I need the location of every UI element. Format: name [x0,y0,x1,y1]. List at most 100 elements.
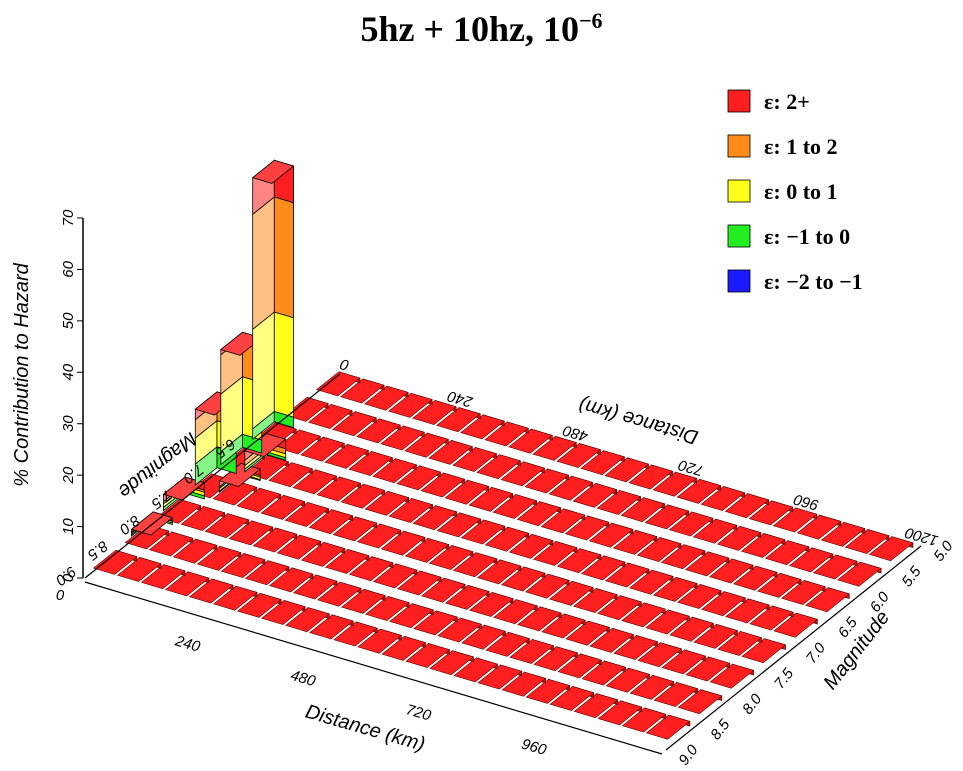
floor-cell [532,435,578,461]
floor-cell [629,569,674,595]
chart-title: 5hz + 10hz, 10−6 [0,8,963,50]
floor-cell [412,399,457,425]
floor-cell [380,425,425,451]
legend-swatch [727,224,751,248]
floor-cell [645,609,690,635]
floor-cell [796,514,842,540]
floor-cell [396,570,442,596]
distance-tick-label: 240 [172,632,202,656]
floor-cell [564,515,610,541]
back-distance-axis-title: Distance (km) [576,393,701,448]
floor-cell [820,521,866,547]
floor-cell [364,385,409,411]
bar-cap [218,462,262,487]
floor-cell [428,439,474,465]
floor-cell [717,630,763,656]
floor-cell [317,581,362,607]
right-axis-line [665,545,922,751]
floor-cell [525,573,570,599]
floor-cell [580,555,626,581]
floor-cell [549,580,594,606]
floor-cell [364,490,410,516]
floor-cell [389,603,434,629]
legend-label: ε: 1 to 2 [764,134,838,159]
magnitude-tick-label: 7.5 [771,665,798,692]
floor-cell [589,627,635,653]
floor-cell [612,529,658,555]
back-distance-tick-label: 720 [676,456,705,479]
floor-cell [844,528,890,554]
floor-cell [573,587,618,613]
floor-cell [308,403,353,429]
floor-cell [237,592,282,618]
floor-cell [357,628,403,654]
floor-cell [404,432,450,458]
floor-cell [581,660,627,686]
floor-cell [445,584,490,610]
floor-cell [421,577,466,603]
floor-cell [541,613,586,639]
floor-cell [292,574,338,600]
back-magnitude-tick-label: 9.0 [52,562,79,589]
floor-cell [524,468,570,494]
legend-item: ε: −2 to −1 [727,269,863,294]
floor-cell [517,606,562,632]
y-tick-label: 10 [60,518,77,535]
distance-tick-label: 720 [404,701,433,724]
floor-cell [309,614,354,640]
floor-cell [533,646,579,672]
floor-cell [341,588,386,614]
floor-cell [532,540,578,566]
floor-cell [812,554,858,580]
floor-cell [284,501,330,527]
floor-cell [773,612,819,638]
y-tick-label: 0 [60,573,77,582]
y-tick-label: 40 [60,363,77,380]
floor-cell [556,442,602,468]
floor-cell [613,634,659,660]
floor-cell [501,671,547,697]
floor-cell [740,532,786,558]
legend-swatch [727,134,751,158]
bar-cap [251,159,295,184]
floor-cell [340,483,386,509]
floor-cell [629,674,675,700]
floor-cell [597,595,642,621]
floor-cell [725,598,770,624]
legend-label: ε: 2+ [764,89,810,114]
floor-cell [236,487,282,513]
floor-cell [476,454,522,480]
floor-cell [444,479,490,505]
floor-cell [484,526,530,552]
floor-cell [436,512,482,538]
floor-cell [405,642,451,668]
floor-cell [676,478,722,504]
floor-cell [437,617,482,643]
y-axis-title: % Contribution to Hazard [11,262,33,486]
floor-cell [781,579,826,605]
floor-cell [268,462,314,488]
y-tick-label: 70 [60,209,77,226]
legend-label: ε: −1 to 0 [764,224,850,249]
floor-cell [661,649,707,675]
floor-cell [757,572,802,598]
floor-cell [653,576,698,602]
floor-cell [733,565,778,591]
legend-label: ε: 0 to 1 [764,179,838,204]
bar-stacks [130,159,295,537]
distance-tick-label: 960 [519,736,548,759]
floor-cell [429,650,475,676]
floor-cell [741,638,787,664]
back-distance-tick-label: 240 [445,387,475,411]
floor-cell [596,489,642,515]
floor-cell [468,486,514,512]
floor-cell [708,558,754,584]
floor-cell [453,657,499,683]
floor-cell [565,620,611,646]
floor-cell [372,563,418,589]
legend-swatch [727,269,751,293]
floor-cell [324,443,370,469]
floor-cell [300,436,346,462]
floor-cell [637,642,683,668]
floor-cell [452,552,498,578]
